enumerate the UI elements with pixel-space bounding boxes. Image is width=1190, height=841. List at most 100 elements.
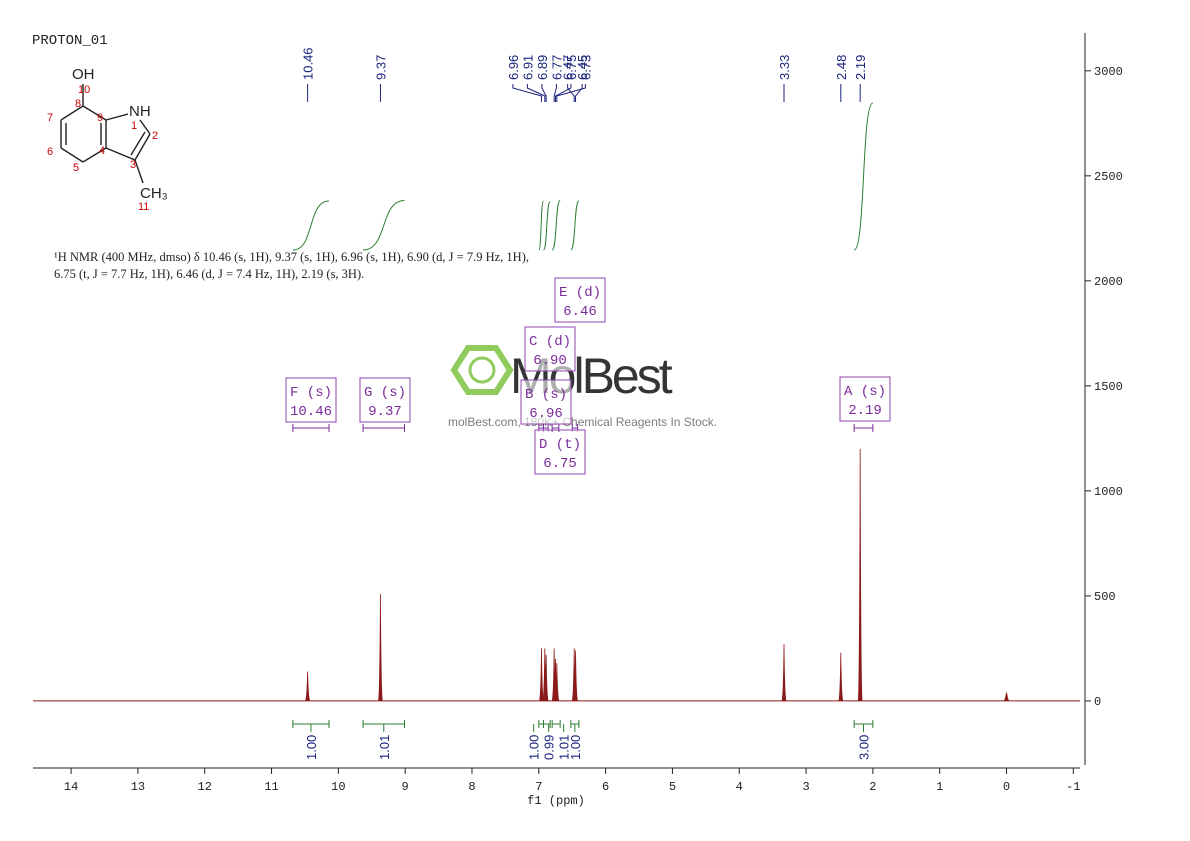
peak — [305, 671, 310, 702]
peak — [543, 654, 549, 702]
peak-label: 10.46 — [301, 47, 316, 80]
x-tick-label: 11 — [264, 780, 278, 794]
x-tick-label: 0 — [1003, 780, 1010, 794]
multiplet-box — [554, 277, 606, 323]
integral-label: 0.99 — [542, 735, 557, 760]
multiplet-label: G (s) — [364, 385, 406, 401]
multiplet-box — [534, 429, 586, 475]
peak — [838, 652, 844, 702]
y-tick-label: 1500 — [1094, 380, 1123, 394]
x-tick-label: 14 — [64, 780, 78, 794]
peak-label-leader — [541, 84, 547, 102]
nmr-description: ¹H NMR (400 MHz, dmso) δ 10.46 (s, 1H), … — [54, 250, 529, 264]
atom-number: 9 — [97, 112, 103, 124]
integral-bracket — [538, 720, 544, 728]
chart-title: PROTON_01 — [32, 33, 108, 49]
atom-number: 11 — [138, 201, 149, 213]
multiplet-shift: 9.37 — [368, 404, 402, 420]
atom-number: 1 — [131, 120, 137, 132]
nmr-description: 6.75 (t, J = 7.7 Hz, 1H), 6.46 (d, J = 7… — [54, 267, 364, 281]
x-tick-label: 10 — [331, 780, 345, 794]
peak-label: 6.89 — [535, 55, 550, 80]
x-tick-label: 5 — [669, 780, 676, 794]
integral-label: 1.00 — [527, 735, 542, 760]
x-tick-label: 7 — [535, 780, 542, 794]
integral-curve — [542, 200, 551, 251]
x-tick-label: 2 — [869, 780, 876, 794]
x-tick-label: 13 — [131, 780, 145, 794]
integral-curve — [551, 200, 561, 251]
multiplet-box — [524, 326, 576, 372]
bond — [82, 147, 107, 163]
multiplet-bracket — [853, 424, 874, 432]
atom-group: CH₃ — [140, 185, 168, 202]
peak-label-leader — [553, 84, 557, 102]
peak-label-leader — [526, 84, 546, 102]
multiplet-label: B (s) — [525, 387, 567, 403]
peak — [539, 648, 544, 702]
peak — [781, 644, 787, 702]
atom-number: 4 — [99, 145, 105, 157]
watermark-logo — [468, 356, 496, 384]
peak — [573, 650, 578, 702]
multiplet-shift: 6.46 — [563, 304, 597, 320]
peak-label: 6.75 — [564, 55, 579, 80]
peak-label: 6.96 — [506, 55, 521, 80]
multiplet-label: D (t) — [539, 437, 581, 453]
multiplet-shift: 6.96 — [529, 406, 563, 422]
peak — [857, 448, 863, 702]
integral-bracket — [542, 720, 551, 728]
atom-number: 7 — [47, 112, 53, 124]
multiplet-shift: 2.19 — [848, 403, 882, 419]
x-tick-label: -1 — [1066, 780, 1080, 794]
multiplet-shift: 10.46 — [290, 404, 332, 420]
bond — [105, 113, 129, 121]
y-tick-label: 1000 — [1094, 485, 1123, 499]
watermark: MolBest molBest.com, 180K+ Chemical Reag… — [448, 345, 717, 429]
integral-curve — [853, 102, 874, 251]
peak — [554, 663, 560, 702]
x-tick-label: 8 — [468, 780, 475, 794]
integral-curve — [570, 200, 580, 251]
peak-label: 6.73 — [578, 55, 593, 80]
atom-number: 3 — [130, 159, 136, 171]
y-tick-label: 500 — [1094, 590, 1116, 604]
bond — [60, 147, 84, 163]
x-tick-label: 4 — [736, 780, 743, 794]
multiplet-shift: 6.75 — [543, 456, 577, 472]
multiplet-bracket — [551, 424, 560, 432]
multiplet-shift: 6.90 — [533, 353, 567, 369]
x-tick-label: 9 — [402, 780, 409, 794]
multiplet-bracket — [362, 424, 405, 432]
peak-label: 3.33 — [777, 55, 792, 80]
peak-label: 6.45 — [575, 55, 590, 80]
peak-label: 6.47 — [561, 55, 576, 80]
multiplet-label: C (d) — [529, 334, 571, 350]
watermark-tagline: molBest.com, 180K+ Chemical Reagents In … — [448, 415, 717, 429]
multiplet-label: F (s) — [290, 385, 332, 401]
peak-label-leader — [575, 84, 583, 102]
bond — [60, 105, 84, 121]
peak-label: 2.48 — [834, 55, 849, 80]
atom-number: 10 — [78, 84, 90, 96]
atom-number: 2 — [152, 130, 158, 142]
x-tick-label: 12 — [198, 780, 212, 794]
x-axis-label: f1 (ppm) — [527, 794, 585, 808]
bond — [105, 147, 136, 161]
y-tick-label: 0 — [1094, 695, 1101, 709]
multiplet-label: A (s) — [844, 384, 886, 400]
y-tick-label: 3000 — [1094, 65, 1123, 79]
multiplet-label: E (d) — [559, 285, 601, 301]
peak — [378, 593, 383, 702]
integral-curve — [538, 200, 544, 251]
peak-label-leader — [512, 84, 542, 102]
peak-label-leader — [567, 84, 575, 102]
peak-label: 6.77 — [549, 55, 564, 80]
multiplet-box — [285, 377, 337, 423]
bond — [134, 159, 144, 184]
integral-bracket — [551, 720, 561, 728]
peak-label: 9.37 — [373, 55, 388, 80]
atom-number: 6 — [47, 146, 53, 158]
molecule-labels: OH NH CH₃ 10 8 9 1 2 7 6 4 3 5 11 — [47, 66, 168, 213]
atom-group: NH — [129, 103, 151, 120]
